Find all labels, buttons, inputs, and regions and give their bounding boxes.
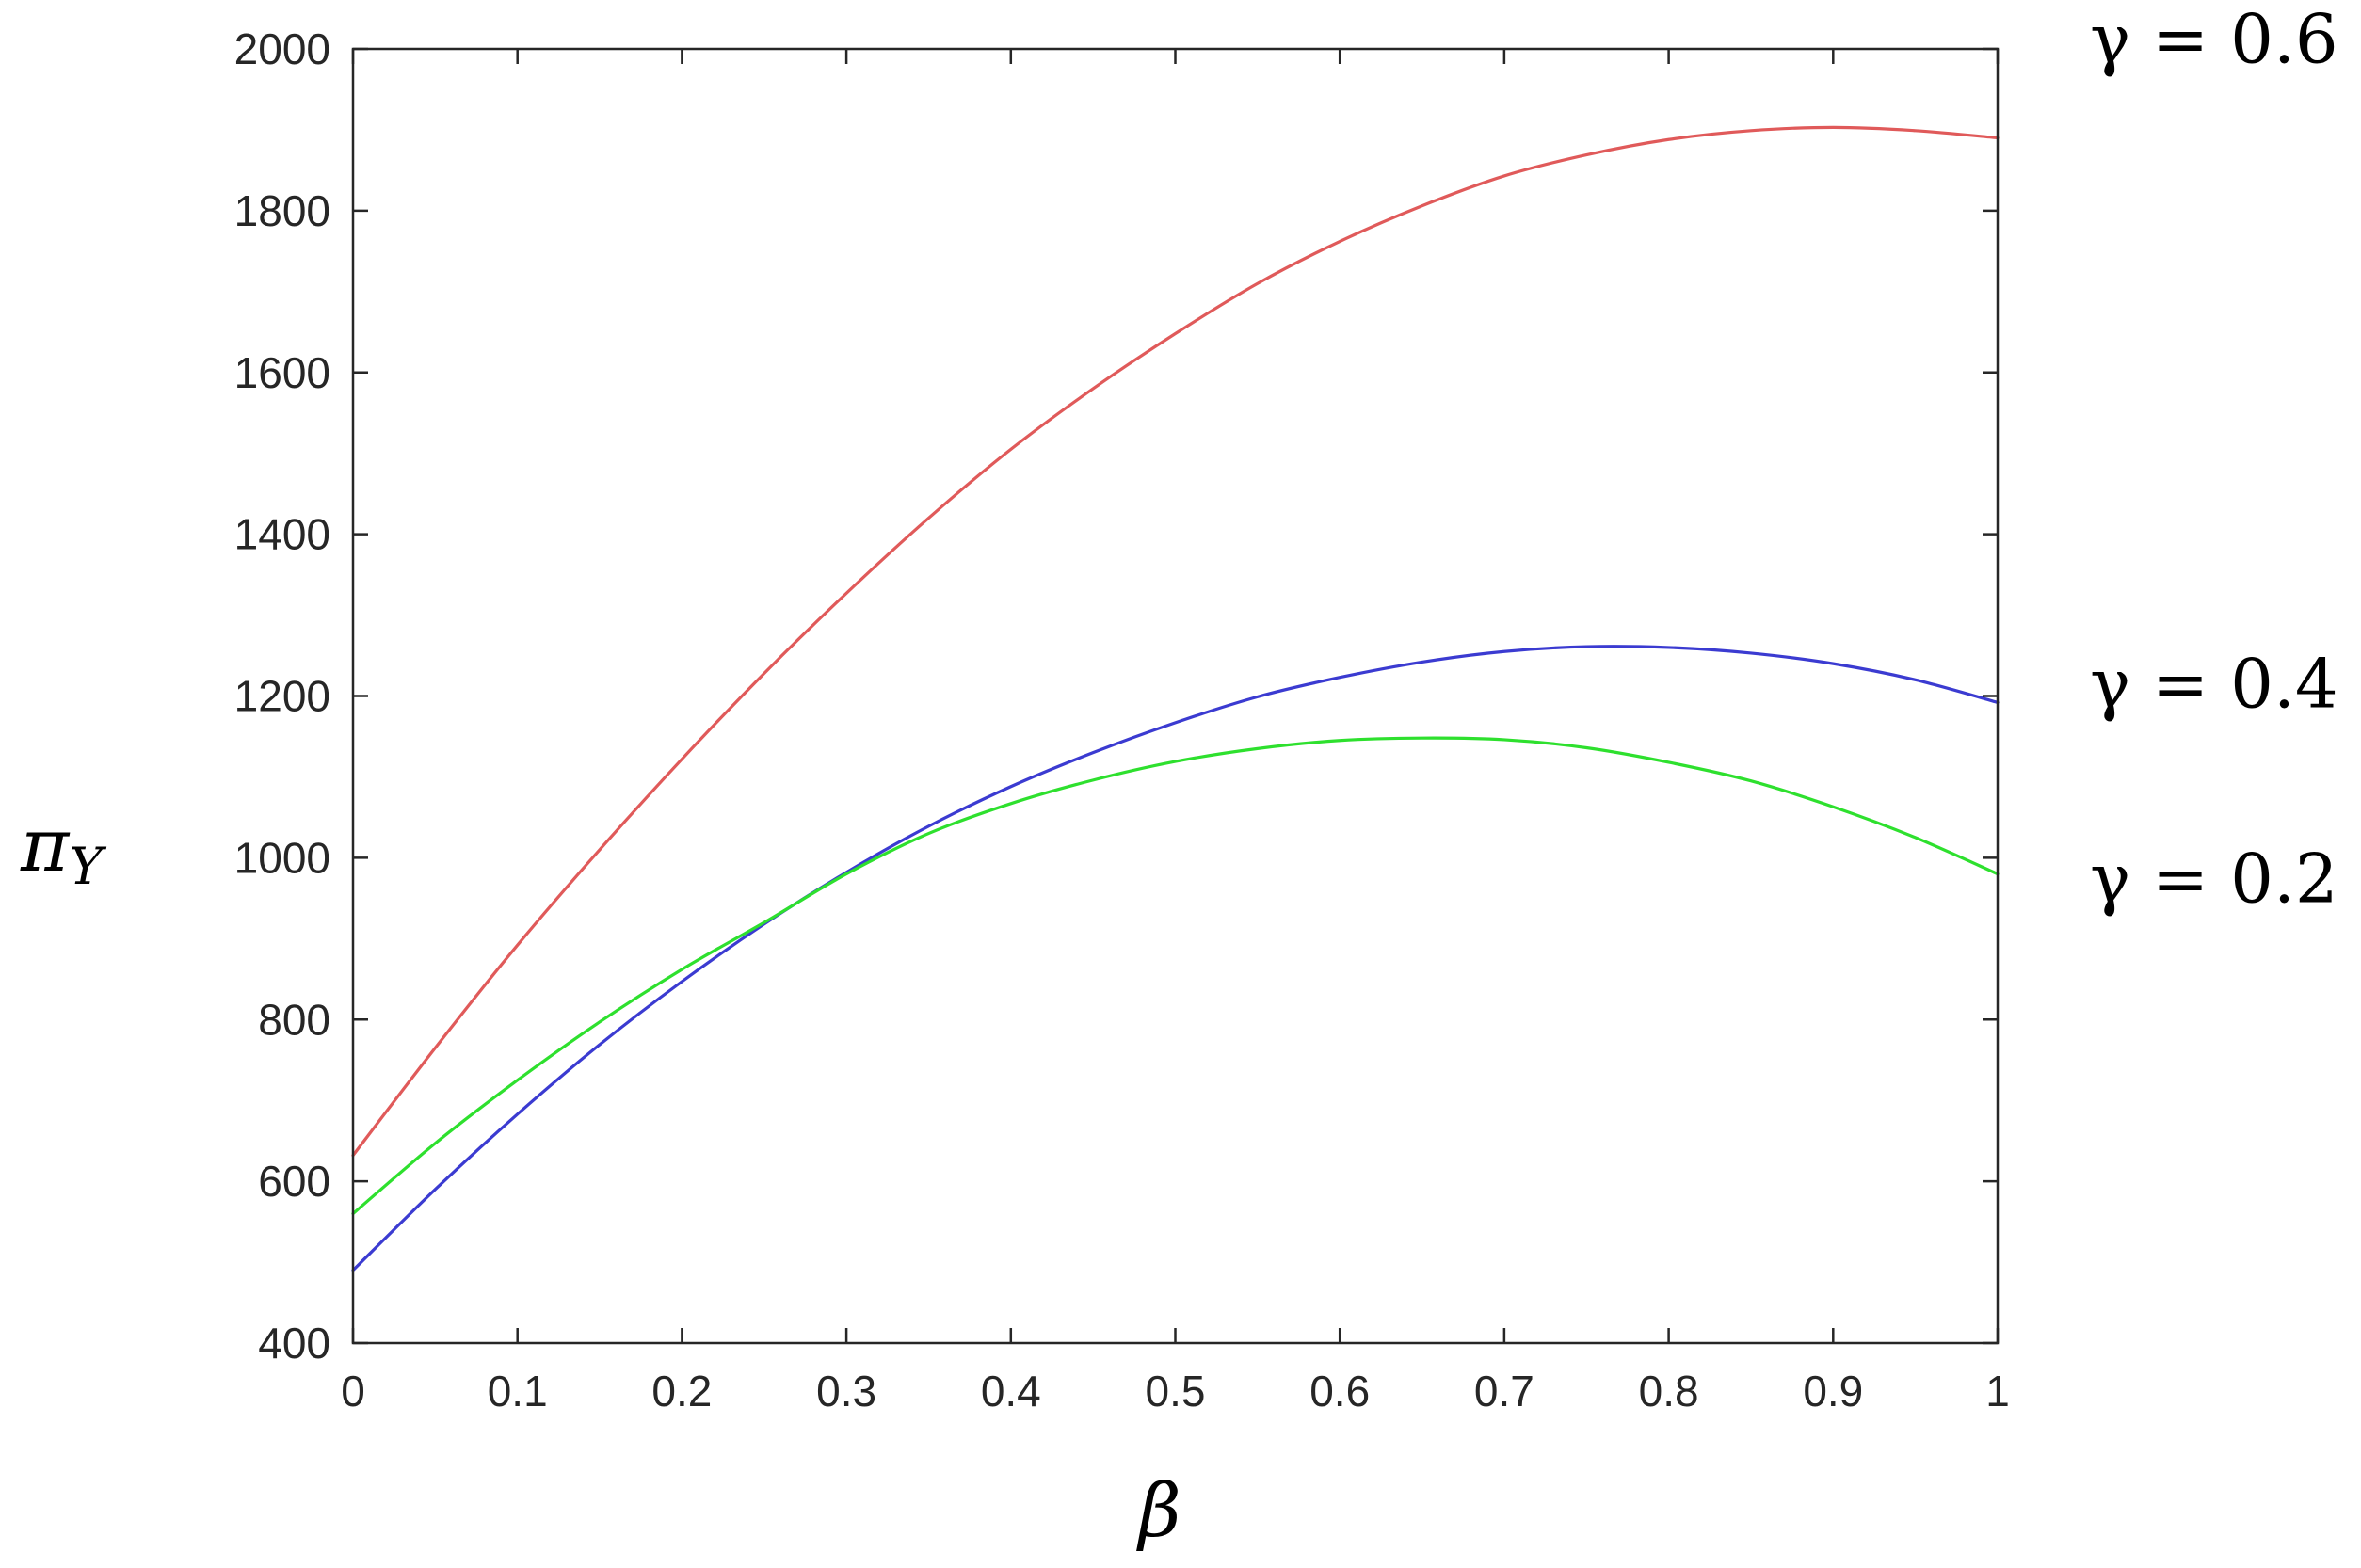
series-label-0: γ = 0.6	[2090, 0, 2338, 79]
y-axis-label: πY	[20, 804, 106, 896]
y-axis-label-subscript: Y	[69, 837, 106, 896]
y-tick-label: 1400	[234, 510, 330, 559]
x-tick-label: 0.5	[1146, 1367, 1206, 1416]
y-tick-label: 2000	[234, 24, 330, 73]
series-line-2	[351, 736, 2000, 1216]
series-line-0	[351, 125, 2000, 1158]
y-tick-label: 1800	[234, 186, 330, 235]
x-tick-label: 0.6	[1309, 1367, 1370, 1416]
x-axis: 0 0.1 0.2 0.3 0.4 0.5 0.6 0.7 0.8 0.9 1	[341, 49, 2010, 1416]
x-tick-label: 0.2	[651, 1367, 712, 1416]
x-tick-label: 0.1	[488, 1367, 548, 1416]
series-layer	[351, 125, 2000, 1272]
y-tick-label: 600	[258, 1157, 330, 1206]
series-labels: γ = 0.6 γ = 0.4 γ = 0.2	[2090, 0, 2338, 919]
x-tick-label: 0.8	[1639, 1367, 1699, 1416]
x-tick-label: 0.3	[816, 1367, 876, 1416]
y-axis-label-main: π	[20, 804, 71, 888]
y-tick-label: 1000	[234, 833, 330, 882]
x-tick-label: 1	[1985, 1367, 2010, 1416]
series-line-1	[351, 645, 2000, 1272]
y-tick-label: 800	[258, 995, 330, 1044]
x-tick-label: 0	[341, 1367, 365, 1416]
y-tick-label: 400	[258, 1319, 330, 1368]
x-tick-label: 0.7	[1474, 1367, 1534, 1416]
x-tick-label: 0.4	[981, 1367, 1041, 1416]
y-tick-label: 1600	[234, 348, 330, 397]
x-axis-label: β	[1135, 1469, 1180, 1554]
series-label-1: γ = 0.4	[2090, 644, 2338, 723]
y-tick-label: 1200	[234, 672, 330, 721]
series-label-2: γ = 0.2	[2090, 840, 2338, 919]
x-tick-label: 0.9	[1803, 1367, 1863, 1416]
y-axis: 400 600 800 1000 1200 1400 1600 1800 2000	[234, 24, 1998, 1368]
